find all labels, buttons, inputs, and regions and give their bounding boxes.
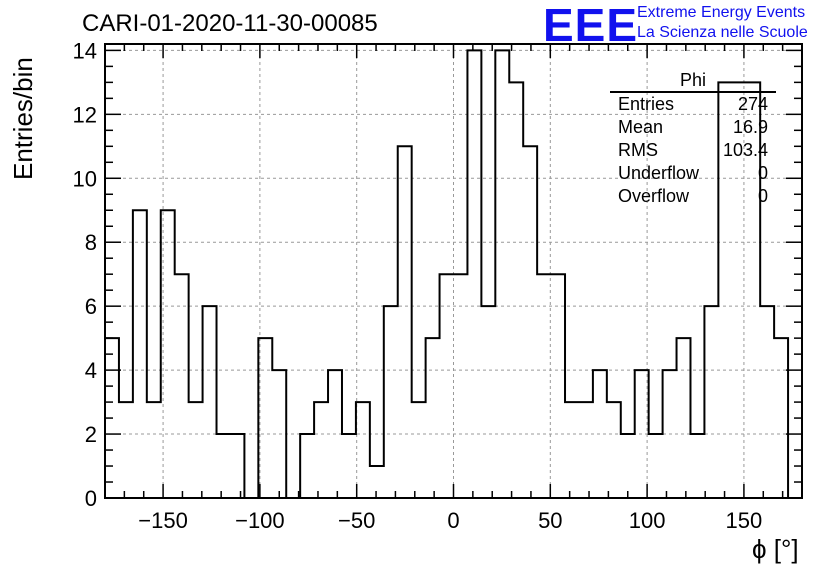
y-tick-label: 0 [85,486,97,511]
x-tick-label: 100 [629,508,666,533]
histogram-bin [523,146,537,498]
histogram-bin [677,338,691,498]
histogram-bin [690,434,704,498]
histogram-bin [147,402,161,498]
histogram-bin [635,370,649,498]
stats-key: RMS [618,140,658,160]
histogram-bin [412,402,426,498]
histogram-bin [579,402,593,498]
stats-box: Phi Entries 274 Mean 16.9 RMS 103.4 Underfl… [610,70,776,208]
histogram-bin [258,338,272,498]
x-tick-label: 50 [538,508,562,533]
x-tick-label: −150 [138,508,188,533]
histogram-bin [328,370,342,498]
histogram-bin [537,274,551,498]
logo-line-1: Extreme Energy Events [637,4,806,21]
histogram-outline [104,49,802,499]
histogram-bin [300,434,314,498]
histogram-bin [161,210,175,498]
histogram-bin [649,434,663,498]
histogram-bin [593,370,607,498]
histogram-bin [440,274,454,498]
stats-key: Underflow [618,163,700,183]
histogram-bin [370,466,384,498]
histogram-bin [663,370,677,498]
chart-title: CARI-01-2020-11-30-00085 [82,10,378,37]
histogram-bin [203,306,217,498]
histogram-bin [481,306,495,498]
y-tick-label: 6 [85,294,97,319]
y-tick-label: 2 [85,422,97,447]
x-tick-label: 0 [447,508,459,533]
eee-logo: EEE [543,0,639,51]
histogram-bin [217,434,231,498]
histogram-bin [272,370,286,498]
histogram-bin [356,402,370,498]
stats-row: Underflow 0 [610,162,776,185]
histogram-bin [314,402,328,498]
x-tick-label: −50 [338,508,375,533]
y-axis-label: Entries/bin [8,57,38,180]
x-tick-label: −100 [235,508,285,533]
stats-value: 103.4 [722,140,768,160]
histogram-bin [565,402,579,498]
y-tick-label: 4 [85,358,97,383]
histogram-bin [133,210,147,498]
y-tick-label: 12 [73,102,97,127]
histogram-bin [119,402,133,498]
histogram-bin [189,402,203,498]
histogram-bin [551,274,565,498]
y-tick-label: 8 [85,230,97,255]
histogram-bin [384,306,398,498]
stats-row: RMS 103.4 [610,139,776,162]
stats-row: Entries 274 [610,93,776,116]
stats-key: Overflow [618,186,690,206]
y-tick-label: 14 [73,38,97,63]
histogram-bin [342,434,356,498]
stats-key: Entries [618,94,675,114]
stats-key: Mean [618,117,664,137]
x-axis-label: ϕ [°] [752,534,799,564]
stats-value: 0 [757,163,768,183]
histogram-bin [230,434,244,498]
histogram-bin [774,338,788,498]
histogram-bin [175,274,189,498]
stats-value: 0 [757,186,768,206]
histogram-bin [426,338,440,498]
y-tick-label: 10 [73,166,97,191]
histogram-bin [398,146,412,498]
stats-row: Overflow 0 [610,185,776,208]
histogram-bin [509,82,523,498]
stats-row: Mean 16.9 [610,116,776,139]
x-tick-label: 150 [726,508,763,533]
histogram-bin [760,306,774,498]
histogram-bin [607,402,621,498]
histogram-bin [467,50,481,498]
histogram-bin [621,434,635,498]
histogram-bin [495,50,509,498]
stats-title: Phi [610,70,776,93]
histogram-bin [454,274,468,498]
histogram-bin [704,306,718,498]
stats-value: 16.9 [732,117,768,137]
logo-line-2: La Scienza nelle Scuole [637,24,808,41]
stats-value: 274 [737,94,768,114]
